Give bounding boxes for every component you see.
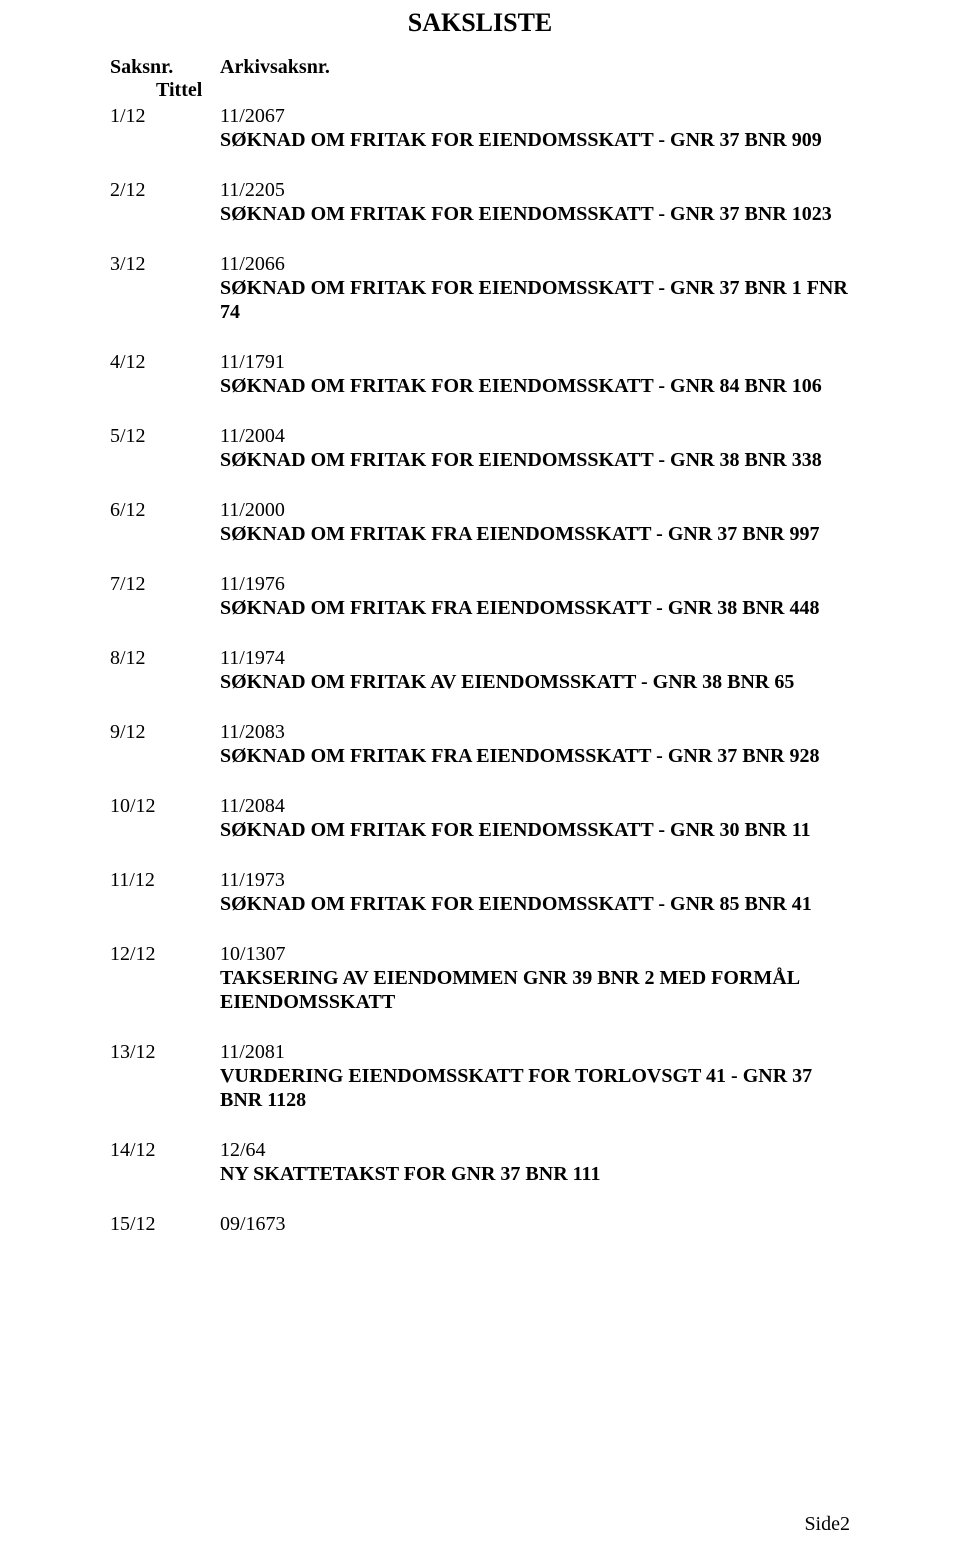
- sak-title: SØKNAD OM FRITAK FRA EIENDOMSSKATT - GNR…: [220, 596, 850, 620]
- sak-arkiv: 11/2205: [220, 178, 850, 202]
- sak-number: 2/12: [110, 178, 220, 226]
- sak-item: 4/1211/1791SØKNAD OM FRITAK FOR EIENDOMS…: [110, 350, 850, 398]
- sak-item: 1/1211/2067SØKNAD OM FRITAK FOR EIENDOMS…: [110, 104, 850, 152]
- header-arkivsaksnr: Arkivsaksnr.: [220, 56, 850, 79]
- sak-arkiv: 11/2083: [220, 720, 850, 744]
- sak-body: 12/64NY SKATTETAKST FOR GNR 37 BNR 111: [220, 1138, 850, 1186]
- sak-number: 12/12: [110, 942, 220, 1014]
- sak-item: 6/1211/2000SØKNAD OM FRITAK FRA EIENDOMS…: [110, 498, 850, 546]
- sak-title: SØKNAD OM FRITAK FOR EIENDOMSSKATT - GNR…: [220, 128, 850, 152]
- sak-item: 7/1211/1976SØKNAD OM FRITAK FRA EIENDOMS…: [110, 572, 850, 620]
- sak-body: 10/1307TAKSERING AV EIENDOMMEN GNR 39 BN…: [220, 942, 850, 1014]
- sak-number: 6/12: [110, 498, 220, 546]
- sak-title: SØKNAD OM FRITAK FOR EIENDOMSSKATT - GNR…: [220, 276, 850, 324]
- sak-title: TAKSERING AV EIENDOMMEN GNR 39 BNR 2 MED…: [220, 966, 850, 1014]
- sak-item: 13/1211/2081VURDERING EIENDOMSSKATT FOR …: [110, 1040, 850, 1112]
- sak-body: 11/2084SØKNAD OM FRITAK FOR EIENDOMSSKAT…: [220, 794, 850, 842]
- sak-number: 5/12: [110, 424, 220, 472]
- sak-number: 4/12: [110, 350, 220, 398]
- sak-body: 11/2083SØKNAD OM FRITAK FRA EIENDOMSSKAT…: [220, 720, 850, 768]
- sak-title: SØKNAD OM FRITAK FRA EIENDOMSSKATT - GNR…: [220, 744, 850, 768]
- sak-body: 11/2205SØKNAD OM FRITAK FOR EIENDOMSSKAT…: [220, 178, 850, 226]
- sak-title: SØKNAD OM FRITAK FRA EIENDOMSSKATT - GNR…: [220, 522, 850, 546]
- sak-title: VURDERING EIENDOMSSKATT FOR TORLOVSGT 41…: [220, 1064, 850, 1112]
- sak-item: 8/1211/1974SØKNAD OM FRITAK AV EIENDOMSS…: [110, 646, 850, 694]
- sak-body: 11/1976SØKNAD OM FRITAK FRA EIENDOMSSKAT…: [220, 572, 850, 620]
- column-headers: Saksnr. Arkivsaksnr.: [110, 56, 850, 79]
- sak-body: 11/1974SØKNAD OM FRITAK AV EIENDOMSSKATT…: [220, 646, 850, 694]
- sak-title: SØKNAD OM FRITAK FOR EIENDOMSSKATT - GNR…: [220, 892, 850, 916]
- sak-arkiv: 11/1976: [220, 572, 850, 596]
- sak-item: 3/1211/2066SØKNAD OM FRITAK FOR EIENDOMS…: [110, 252, 850, 324]
- sak-title: NY SKATTETAKST FOR GNR 37 BNR 111: [220, 1162, 850, 1186]
- sak-number: 7/12: [110, 572, 220, 620]
- sak-title: SØKNAD OM FRITAK FOR EIENDOMSSKATT - GNR…: [220, 202, 850, 226]
- sak-body: 11/2004SØKNAD OM FRITAK FOR EIENDOMSSKAT…: [220, 424, 850, 472]
- sak-arkiv: 11/2000: [220, 498, 850, 522]
- sak-item: 14/1212/64NY SKATTETAKST FOR GNR 37 BNR …: [110, 1138, 850, 1186]
- header-saksnr: Saksnr.: [110, 56, 220, 79]
- sak-arkiv: 11/2081: [220, 1040, 850, 1064]
- sak-arkiv: 11/1791: [220, 350, 850, 374]
- sak-arkiv: 09/1673: [220, 1212, 850, 1236]
- sak-title: SØKNAD OM FRITAK FOR EIENDOMSSKATT - GNR…: [220, 374, 850, 398]
- page-footer: Side2: [804, 1513, 850, 1536]
- sak-number: 1/12: [110, 104, 220, 152]
- sak-title: SØKNAD OM FRITAK FOR EIENDOMSSKATT - GNR…: [220, 818, 850, 842]
- sak-arkiv: 11/1973: [220, 868, 850, 892]
- sak-title: SØKNAD OM FRITAK AV EIENDOMSSKATT - GNR …: [220, 670, 850, 694]
- sak-arkiv: 10/1307: [220, 942, 850, 966]
- sak-number: 3/12: [110, 252, 220, 324]
- sak-number: 8/12: [110, 646, 220, 694]
- header-tittel: Tittel: [110, 79, 850, 102]
- sak-item: 15/1209/1673: [110, 1212, 850, 1236]
- sak-body: 09/1673: [220, 1212, 850, 1236]
- sak-arkiv: 11/2004: [220, 424, 850, 448]
- sak-item: 11/1211/1973SØKNAD OM FRITAK FOR EIENDOM…: [110, 868, 850, 916]
- sak-item: 5/1211/2004SØKNAD OM FRITAK FOR EIENDOMS…: [110, 424, 850, 472]
- sak-title: SØKNAD OM FRITAK FOR EIENDOMSSKATT - GNR…: [220, 448, 850, 472]
- sak-body: 11/1791SØKNAD OM FRITAK FOR EIENDOMSSKAT…: [220, 350, 850, 398]
- sak-list: 1/1211/2067SØKNAD OM FRITAK FOR EIENDOMS…: [110, 104, 850, 1236]
- sak-number: 11/12: [110, 868, 220, 916]
- sak-number: 14/12: [110, 1138, 220, 1186]
- sak-item: 12/1210/1307TAKSERING AV EIENDOMMEN GNR …: [110, 942, 850, 1014]
- sak-body: 11/1973SØKNAD OM FRITAK FOR EIENDOMSSKAT…: [220, 868, 850, 916]
- sak-body: 11/2067SØKNAD OM FRITAK FOR EIENDOMSSKAT…: [220, 104, 850, 152]
- sak-item: 9/1211/2083SØKNAD OM FRITAK FRA EIENDOMS…: [110, 720, 850, 768]
- sak-arkiv: 11/2084: [220, 794, 850, 818]
- sak-number: 13/12: [110, 1040, 220, 1112]
- sak-arkiv: 11/1974: [220, 646, 850, 670]
- sak-arkiv: 11/2066: [220, 252, 850, 276]
- sak-number: 9/12: [110, 720, 220, 768]
- document-title: SAKSLISTE: [110, 8, 850, 38]
- sak-number: 15/12: [110, 1212, 220, 1236]
- sak-body: 11/2066SØKNAD OM FRITAK FOR EIENDOMSSKAT…: [220, 252, 850, 324]
- sak-item: 10/1211/2084SØKNAD OM FRITAK FOR EIENDOM…: [110, 794, 850, 842]
- sak-arkiv: 11/2067: [220, 104, 850, 128]
- sak-number: 10/12: [110, 794, 220, 842]
- sak-body: 11/2000SØKNAD OM FRITAK FRA EIENDOMSSKAT…: [220, 498, 850, 546]
- sak-body: 11/2081VURDERING EIENDOMSSKATT FOR TORLO…: [220, 1040, 850, 1112]
- sak-item: 2/1211/2205SØKNAD OM FRITAK FOR EIENDOMS…: [110, 178, 850, 226]
- sak-arkiv: 12/64: [220, 1138, 850, 1162]
